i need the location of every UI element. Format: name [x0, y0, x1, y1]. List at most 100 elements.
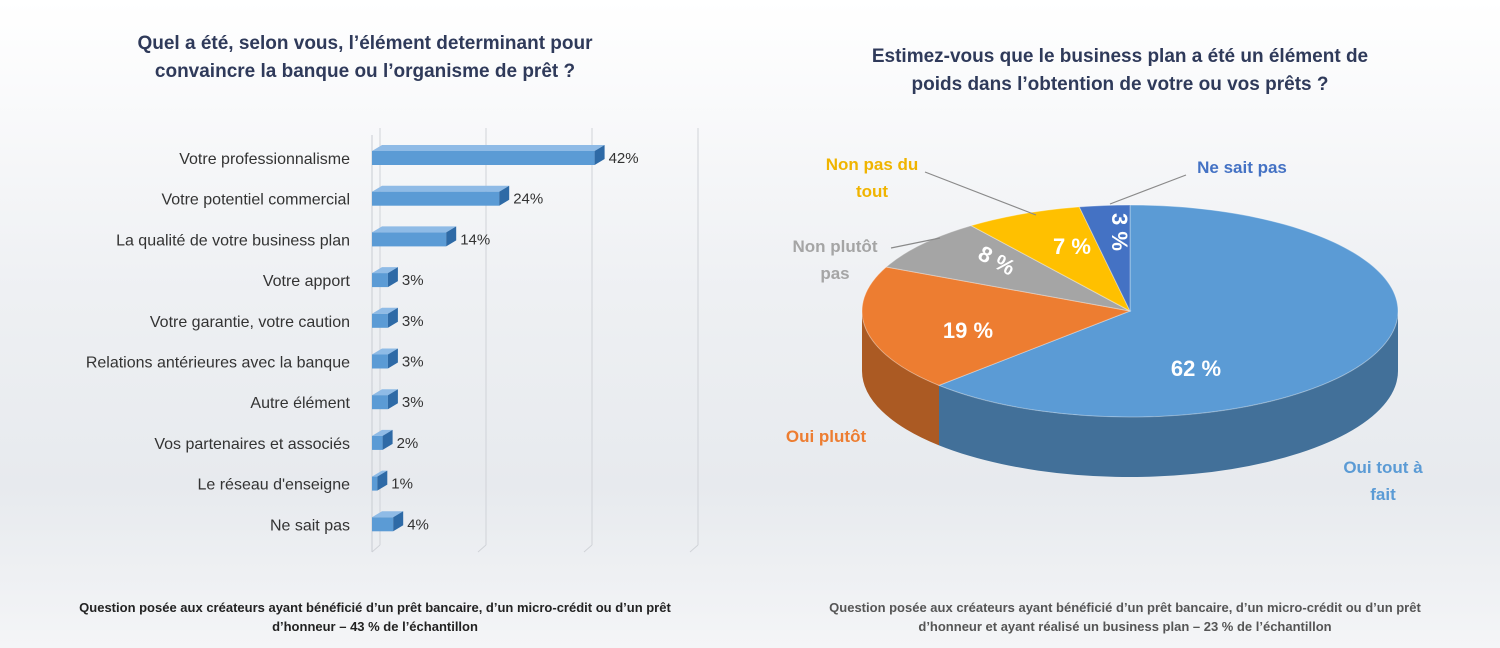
slice-percent-label: 3 % [1107, 213, 1132, 251]
bar-chart-title: Quel a été, selon vous, l’élément determ… [60, 30, 670, 86]
category-label: Ne sait pas [270, 517, 350, 534]
value-label: 3% [402, 313, 424, 330]
category-label: Votre potentiel commercial [161, 192, 350, 209]
slice-category-label: fait [1370, 485, 1396, 504]
slice-percent-label: 62 % [1171, 356, 1221, 381]
bar-side [387, 307, 398, 328]
gridline-floor [477, 544, 487, 553]
bar-top [372, 511, 404, 518]
slice-callout: Oui tout à fait [1343, 458, 1423, 504]
value-label: 24% [513, 191, 543, 208]
slice-category-label: pas [820, 264, 849, 283]
bar-chart-panel: Quel a été, selon vous, l’élément determ… [20, 30, 730, 636]
bar-chart-note-line-1: Question posée aux créateurs ayant bénéf… [79, 600, 671, 615]
pie-chart-note: Question posée aux créateurs ayant bénéf… [770, 598, 1480, 636]
bar-top [372, 267, 398, 274]
bar-row: Autre élément 3% [250, 389, 424, 412]
bar-row: La qualité de votre business plan 14% [116, 226, 490, 249]
slice-category-label: tout [856, 182, 888, 201]
bar-row: Vos partenaires et associés 2% [154, 429, 419, 453]
bar-top [372, 389, 398, 396]
bar-top [372, 185, 510, 192]
category-label: Votre garantie, votre caution [150, 314, 350, 331]
bar-top [372, 145, 605, 151]
leader-line [924, 171, 1037, 216]
pie-slice [885, 225, 1131, 312]
category-label: Le réseau d'enseigne [197, 477, 350, 494]
slice-callout: Oui plutôt [786, 427, 867, 446]
bar-side [387, 389, 398, 410]
bar [372, 151, 595, 165]
bar-chart-title-line-2: convaincre la banque ou l’organisme de p… [154, 61, 576, 82]
bar-top [372, 226, 457, 233]
category-label: La qualité de votre business plan [116, 232, 350, 249]
slice-callout: Ne sait pas [1109, 158, 1287, 205]
pie-chart-title-line-1: Estimez-vous que le business plan a été … [871, 46, 1369, 67]
bar [372, 191, 500, 206]
slice-percent-label: 19 % [943, 318, 993, 343]
bar-chart-title-line-1: Quel a été, selon vous, l’élément determ… [137, 33, 593, 54]
value-label: 2% [397, 435, 419, 452]
category-label: Autre élément [250, 395, 350, 412]
category-label: Relations antérieures avec la banque [86, 355, 350, 372]
slice-category-label: Oui tout à [1343, 458, 1423, 477]
pie-side [938, 311, 1398, 477]
bar-row: Votre garantie, votre caution 3% [150, 307, 424, 331]
value-label: 42% [609, 150, 639, 167]
bar-side [387, 348, 398, 369]
bar [372, 517, 394, 532]
leader-line [890, 237, 941, 249]
bar-top [372, 307, 398, 314]
pie-chart-title: Estimez-vous que le business plan a été … [780, 43, 1460, 99]
bar-top [372, 470, 388, 477]
bar [372, 476, 378, 491]
pie-slice [861, 266, 1132, 386]
bar-side [446, 226, 457, 247]
bar-side [387, 267, 398, 288]
pie-slice [969, 206, 1132, 313]
bar-chart-note-line-2: d’honneur – 43 % de l’échantillon [272, 619, 478, 634]
bar [372, 435, 383, 450]
pie-slice [937, 204, 1399, 418]
pie-chart-note-line-1: Question posée aux créateurs ayant bénéf… [829, 600, 1421, 615]
value-label: 3% [402, 354, 424, 371]
category-label: Votre professionnalisme [179, 151, 350, 168]
value-label: 14% [460, 231, 490, 248]
pie-chart-title-line-2: poids dans l’obtention de votre ou vos p… [911, 74, 1329, 95]
gridline-floor [689, 544, 699, 553]
bar-row: Relations antérieures avec la banque 3% [86, 348, 424, 372]
bar-chart-note: Question posée aux créateurs ayant bénéf… [20, 598, 730, 636]
bar [372, 313, 388, 328]
value-label: 1% [391, 476, 413, 493]
category-label: Votre apport [263, 273, 351, 290]
value-label: 3% [402, 272, 424, 289]
value-label: 3% [402, 394, 424, 411]
pie-slice [1078, 204, 1131, 312]
bar-top [372, 429, 393, 436]
slice-callout: Non pas du tout [826, 155, 1037, 216]
bar [372, 232, 447, 247]
bar [372, 354, 388, 369]
bar [372, 395, 388, 410]
bar-side [499, 185, 510, 206]
bar-row: Votre professionnalisme 42% [179, 145, 639, 168]
pie-chart-note-line-2: d’honneur et ayant réalisé un business p… [918, 619, 1332, 634]
pie-side [862, 311, 939, 446]
bar-side [594, 145, 605, 165]
slice-percent-label: 7 % [1053, 234, 1091, 259]
bar-side [382, 429, 393, 450]
slice-category-label: Ne sait pas [1197, 158, 1287, 177]
bar-side [377, 470, 388, 491]
bar-row: Le réseau d'enseigne 1% [197, 470, 413, 494]
gridline-floor [371, 544, 381, 553]
pie-chart-panel: Estimez-vous que le business plan a été … [750, 0, 1500, 648]
bar [372, 273, 388, 288]
slice-category-label: Oui plutôt [786, 427, 867, 446]
gridline-floor [583, 544, 593, 553]
value-label: 4% [407, 516, 429, 533]
bar-top [372, 348, 398, 355]
bar-row: Votre potentiel commercial 24% [161, 185, 543, 209]
pie-sides [862, 311, 1398, 477]
bar-chart: Votre professionnalisme 42% Votre potentie… [86, 128, 699, 553]
